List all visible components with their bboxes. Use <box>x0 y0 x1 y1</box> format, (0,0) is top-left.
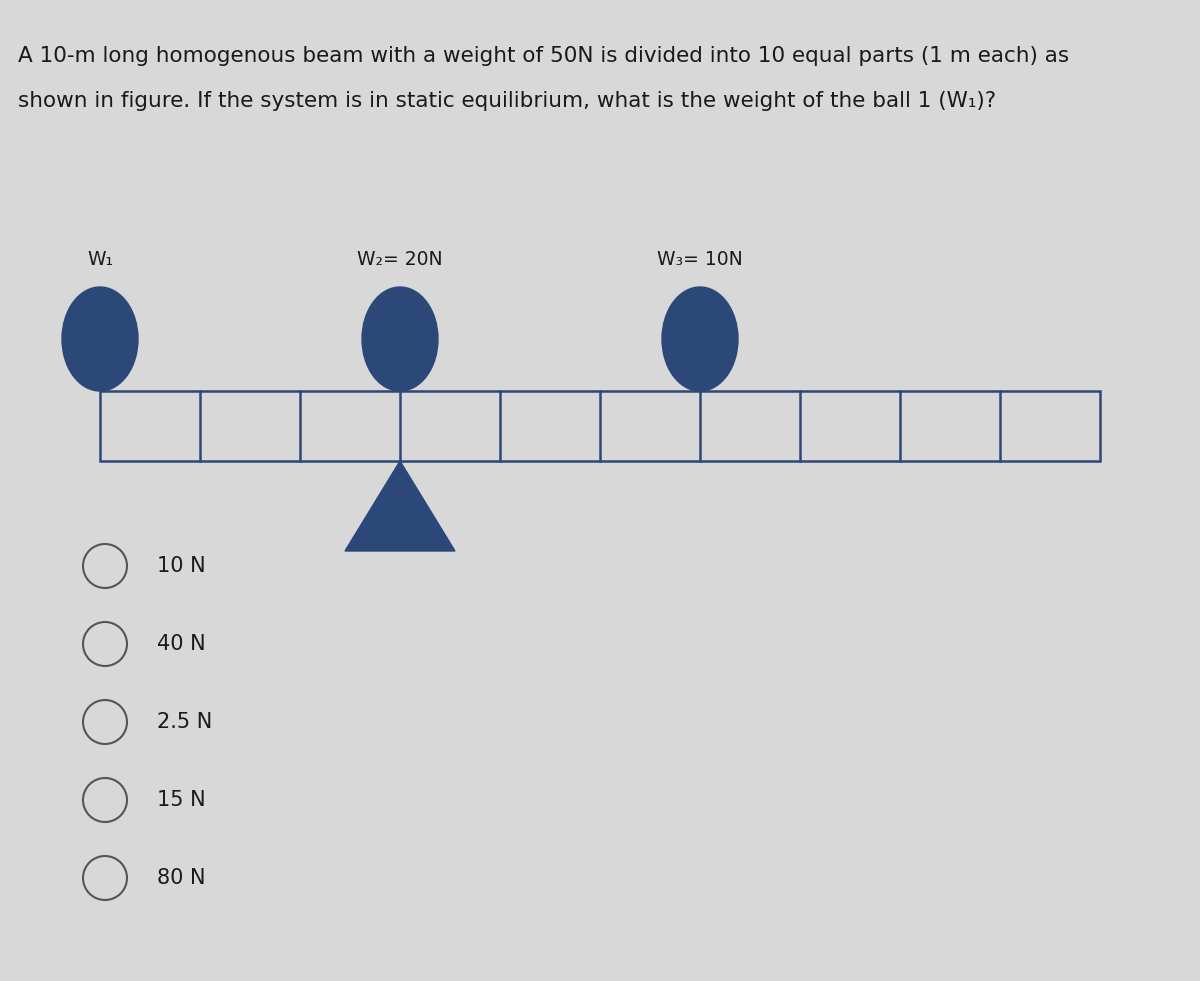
Ellipse shape <box>362 287 438 391</box>
Text: W₁: W₁ <box>88 250 113 269</box>
Text: 40 N: 40 N <box>157 634 205 654</box>
Text: 10 N: 10 N <box>157 556 205 576</box>
Text: 2.5 N: 2.5 N <box>157 712 212 732</box>
Bar <box>100 391 1100 461</box>
Text: 80 N: 80 N <box>157 868 205 888</box>
Ellipse shape <box>662 287 738 391</box>
Ellipse shape <box>62 287 138 391</box>
Text: W₂= 20N: W₂= 20N <box>358 250 443 269</box>
Text: 15 N: 15 N <box>157 790 205 810</box>
Text: shown in figure. If the system is in static equilibrium, what is the weight of t: shown in figure. If the system is in sta… <box>18 91 996 111</box>
Text: W₃= 10N: W₃= 10N <box>658 250 743 269</box>
Polygon shape <box>346 461 455 551</box>
Text: A 10-m long homogenous beam with a weight of 50N is divided into 10 equal parts : A 10-m long homogenous beam with a weigh… <box>18 46 1069 66</box>
